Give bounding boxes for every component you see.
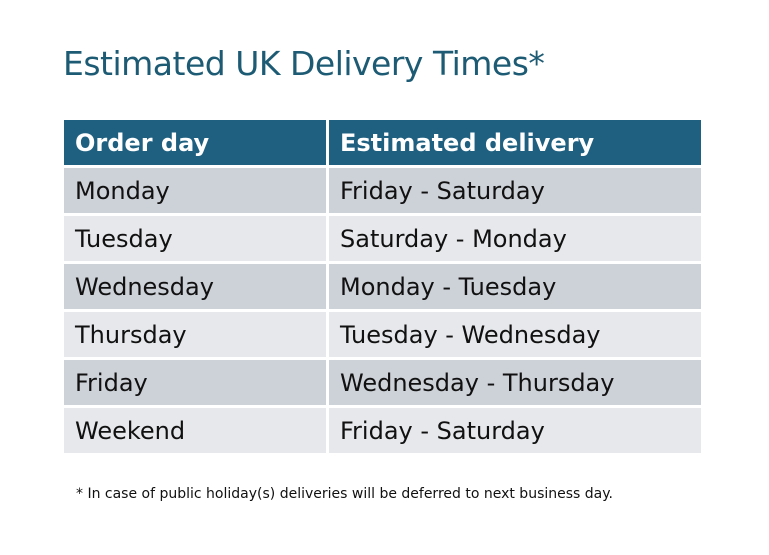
table-row: Weekend Friday - Saturday (64, 408, 701, 453)
estimated-delivery-cell: Friday - Saturday (329, 168, 701, 213)
order-day-cell: Wednesday (64, 264, 326, 309)
order-day-cell: Friday (64, 360, 326, 405)
header-estimated-delivery: Estimated delivery (329, 120, 701, 165)
estimated-delivery-cell: Wednesday - Thursday (329, 360, 701, 405)
footnote: * In case of public holiday(s) deliverie… (76, 486, 613, 502)
delivery-table: Order day Estimated delivery Monday Frida… (61, 117, 704, 456)
table-row: Wednesday Monday - Tuesday (64, 264, 701, 309)
page-title: Estimated UK Delivery Times* (63, 44, 545, 83)
estimated-delivery-cell: Saturday - Monday (329, 216, 701, 261)
order-day-cell: Monday (64, 168, 326, 213)
estimated-delivery-cell: Friday - Saturday (329, 408, 701, 453)
header-order-day: Order day (64, 120, 326, 165)
table-row: Thursday Tuesday - Wednesday (64, 312, 701, 357)
estimated-delivery-cell: Tuesday - Wednesday (329, 312, 701, 357)
estimated-delivery-cell: Monday - Tuesday (329, 264, 701, 309)
table-row: Tuesday Saturday - Monday (64, 216, 701, 261)
table-row: Friday Wednesday - Thursday (64, 360, 701, 405)
table-row: Monday Friday - Saturday (64, 168, 701, 213)
order-day-cell: Tuesday (64, 216, 326, 261)
order-day-cell: Thursday (64, 312, 326, 357)
order-day-cell: Weekend (64, 408, 326, 453)
header-row: Order day Estimated delivery (64, 120, 701, 165)
